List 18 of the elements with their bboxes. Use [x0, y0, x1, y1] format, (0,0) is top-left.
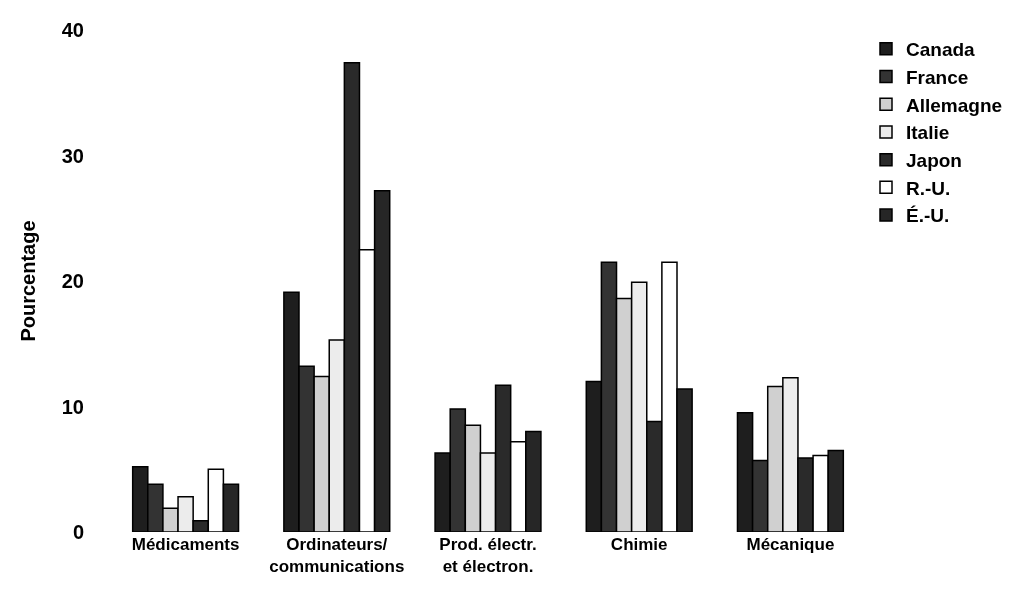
legend-label: R.-U.	[906, 177, 951, 199]
y-axis-title: Pourcentage	[17, 220, 40, 342]
legend-label: Allemagne	[906, 94, 1003, 116]
y-tick-label: 30	[61, 144, 84, 167]
legend-label: Canada	[906, 39, 976, 61]
x-tick-label: Médicaments	[131, 535, 240, 554]
legend-label: É.-U.	[906, 205, 950, 227]
x-tick-label: Mécanique	[746, 535, 835, 554]
x-tick-label: Prod. électr. et électron.	[439, 535, 537, 577]
y-tick-label: 10	[61, 395, 84, 418]
y-tick-label: 20	[61, 270, 84, 292]
y-tick-label: 40	[61, 19, 84, 41]
x-tick-label: Chimie	[610, 535, 668, 554]
legend-label: Japon	[906, 150, 962, 172]
legend-label: Italie	[906, 122, 950, 144]
x-tick-label: Ordinateurs/ communications	[269, 535, 405, 577]
legend-label: France	[906, 66, 969, 88]
y-tick-label: 0	[72, 521, 84, 543]
